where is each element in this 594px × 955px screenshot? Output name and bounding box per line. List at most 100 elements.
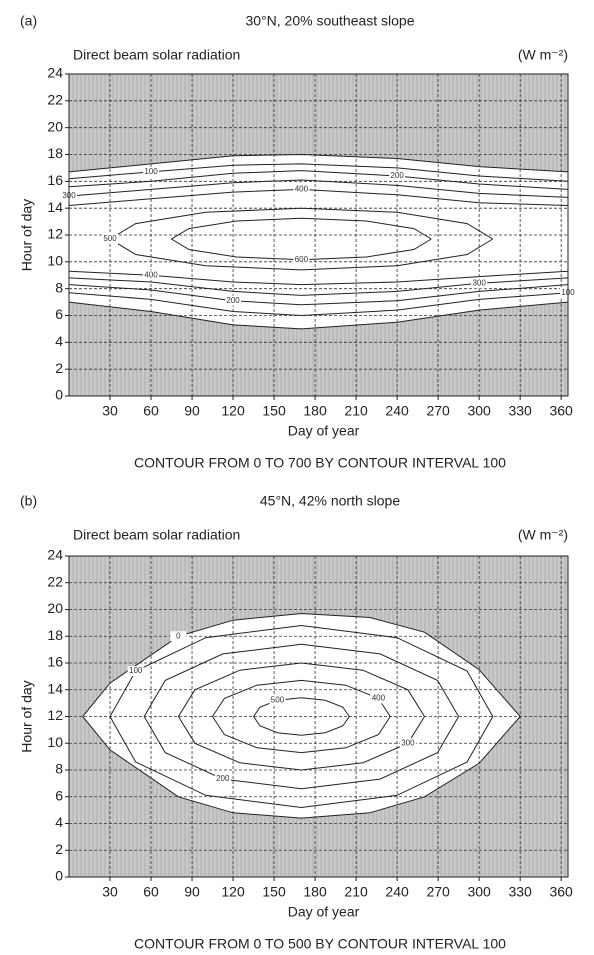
contour-label: 200 <box>216 774 230 783</box>
contour-line <box>68 301 569 330</box>
daylight-region <box>69 154 568 329</box>
contour-label-bg <box>370 693 387 704</box>
y-tick-label: 14 <box>47 680 63 696</box>
subtitle: Direct beam solar radiation <box>73 527 240 543</box>
y-tick-label: 6 <box>55 306 63 322</box>
y-tick-label: 12 <box>47 707 63 723</box>
contour-line <box>109 624 494 809</box>
contour-line <box>82 612 521 819</box>
x-tick-label: 120 <box>221 884 245 900</box>
contour-line <box>68 153 569 173</box>
subtitle: Direct beam solar radiation <box>73 47 240 63</box>
x-tick-label: 90 <box>184 403 200 419</box>
x-tick-label: 240 <box>385 884 409 900</box>
x-tick-label: 180 <box>303 403 327 419</box>
y-tick-label: 10 <box>47 734 63 750</box>
contour-line <box>177 662 425 771</box>
y-axis-label: Hour of day <box>19 199 35 271</box>
panel: (a) 30°N, 20% southeast slope Direct beam … <box>19 13 576 471</box>
contour-label-bg <box>389 170 406 181</box>
y-tick-label: 2 <box>55 841 63 857</box>
contour-line <box>68 284 569 306</box>
contour-line <box>68 179 569 198</box>
y-tick-label: 20 <box>47 600 63 616</box>
y-tick-label: 12 <box>47 226 63 242</box>
contour-label: 100 <box>144 167 158 176</box>
contour-line <box>68 170 569 190</box>
contour-line <box>211 679 391 754</box>
y-tick-label: 14 <box>47 199 63 215</box>
contour-label: 400 <box>372 694 386 703</box>
contour-label-bg <box>269 695 286 706</box>
contour-label-bg <box>293 254 310 265</box>
y-tick-label: 18 <box>47 145 63 161</box>
contour-label-bg <box>143 166 160 177</box>
y-tick-label: 24 <box>47 65 63 81</box>
y-tick-label: 20 <box>47 118 63 134</box>
y-tick-label: 2 <box>55 360 63 376</box>
contour-line <box>143 643 460 790</box>
panel-label: (a) <box>20 13 37 29</box>
contour-note: CONTOUR FROM 0 TO 700 BY CONTOUR INTERVA… <box>134 455 506 471</box>
y-tick-label: 10 <box>47 253 63 269</box>
panel-label: (b) <box>20 493 37 509</box>
contour-label-bg <box>399 738 416 749</box>
x-axis-label: Day of year <box>288 904 360 920</box>
contour-label-bg <box>170 631 187 642</box>
chart-title: 30°N, 20% southeast slope <box>245 13 414 29</box>
contour-label-bg <box>293 184 310 195</box>
contour-label-bg <box>102 234 119 245</box>
x-tick-label: 300 <box>467 884 491 900</box>
x-tick-label: 30 <box>102 403 118 419</box>
x-tick-label: 120 <box>221 403 245 419</box>
y-tick-label: 4 <box>55 814 63 830</box>
contour-label: 200 <box>390 171 404 180</box>
x-tick-label: 90 <box>184 884 200 900</box>
x-tick-label: 270 <box>426 884 450 900</box>
contour-label: 400 <box>295 184 309 193</box>
x-tick-label: 150 <box>262 884 286 900</box>
contour-label: 0 <box>176 631 181 640</box>
y-tick-label: 8 <box>55 279 63 295</box>
y-tick-label: 0 <box>55 868 63 884</box>
y-tick-label: 16 <box>47 172 63 188</box>
x-axis-label: Day of year <box>288 423 360 439</box>
x-tick-label: 300 <box>467 403 491 419</box>
x-tick-label: 60 <box>143 403 159 419</box>
x-tick-label: 210 <box>344 403 368 419</box>
x-tick-label: 270 <box>426 403 450 419</box>
chart-title: 45°N, 42% north slope <box>260 493 400 509</box>
x-tick-label: 60 <box>143 884 159 900</box>
x-tick-label: 210 <box>344 884 368 900</box>
contour-line <box>252 697 350 736</box>
x-tick-label: 240 <box>385 403 409 419</box>
x-tick-label: 360 <box>549 403 573 419</box>
contour-label: 500 <box>271 695 285 704</box>
contour-label: 200 <box>226 296 240 305</box>
contour-label: 400 <box>144 270 158 279</box>
x-tick-label: 180 <box>303 884 327 900</box>
contour-line <box>170 217 432 261</box>
x-tick-label: 330 <box>508 884 532 900</box>
y-tick-label: 4 <box>55 333 63 349</box>
y-tick-label: 24 <box>47 547 63 563</box>
y-tick-label: 0 <box>55 387 63 403</box>
contour-label-bg <box>225 295 242 306</box>
contour-label: 600 <box>295 255 309 264</box>
x-tick-label: 30 <box>102 884 118 900</box>
x-tick-label: 150 <box>262 403 286 419</box>
contour-label-bg <box>471 278 488 289</box>
y-tick-label: 6 <box>55 787 63 803</box>
contour-label-bg <box>214 774 231 785</box>
y-tick-label: 8 <box>55 761 63 777</box>
y-tick-label: 22 <box>47 573 63 589</box>
units: (W m⁻²) <box>518 527 568 543</box>
contour-label-bg <box>127 666 144 677</box>
contour-label-bg <box>143 270 160 281</box>
x-tick-label: 330 <box>508 403 532 419</box>
contour-line <box>68 292 569 317</box>
y-tick-label: 16 <box>47 654 63 670</box>
x-tick-label: 360 <box>549 884 573 900</box>
contour-label: 300 <box>401 738 415 747</box>
contour-label: 300 <box>472 278 486 287</box>
